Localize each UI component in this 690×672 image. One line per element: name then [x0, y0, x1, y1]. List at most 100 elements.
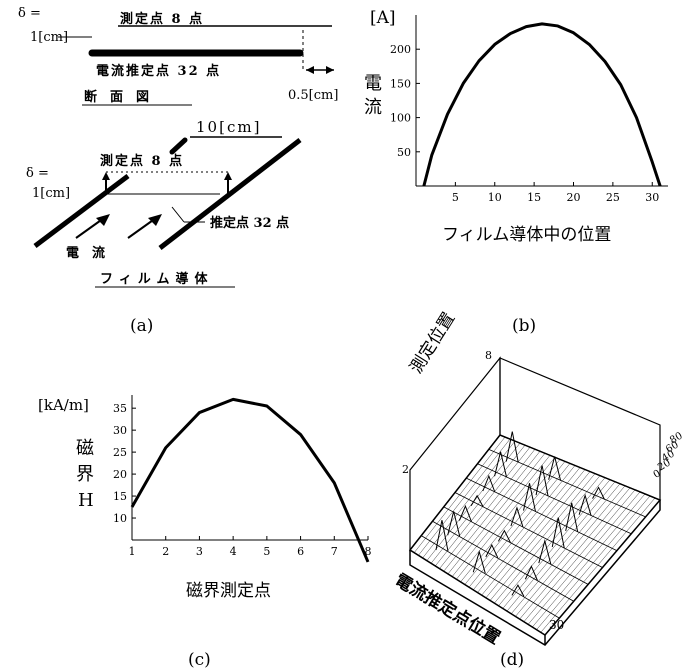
- c-ylabel-3: H: [78, 490, 94, 511]
- surface-grid-col: [485, 471, 591, 598]
- delta-arrowhead-right: [224, 172, 232, 180]
- b-x-tick-label: 10: [488, 191, 502, 204]
- gap-arrow-left: [306, 66, 314, 74]
- film-estimate-label: 推定点 32 点: [210, 216, 290, 231]
- surface-peak: [458, 504, 472, 522]
- b-y-tick-label: 150: [390, 77, 411, 90]
- surface-grid-col: [468, 463, 571, 588]
- front-edges: [409, 500, 661, 646]
- b-xlabel: フィルム導体中の位置: [442, 225, 612, 245]
- surface-grid-col: [418, 438, 511, 556]
- c-unit: [kA/m]: [38, 396, 89, 414]
- surface-plot-3d: [408, 356, 662, 646]
- surface-peak: [470, 494, 484, 507]
- surface-peak: [497, 529, 511, 543]
- c-x-tick-label: 8: [365, 545, 372, 558]
- b-y-tick-label: 50: [397, 146, 411, 159]
- surface-peak: [482, 474, 496, 493]
- film-delta-label: δ =: [26, 166, 49, 181]
- current-label: 電 流: [66, 246, 106, 261]
- c-y-tick-label: 35: [113, 402, 127, 415]
- film-width-label: 10[cm]: [196, 118, 262, 136]
- surface-peak: [505, 431, 519, 463]
- surface-grid-col: [540, 497, 656, 633]
- delta-value: 1[cm]: [30, 30, 69, 45]
- surface-peak: [535, 465, 549, 497]
- c-x-tick-label: 4: [230, 545, 237, 558]
- surface-grid-col: [452, 455, 551, 577]
- b-x-tick-label: 15: [527, 191, 541, 204]
- surface-grid-col: [527, 491, 641, 625]
- surface-grid-col: [506, 481, 616, 612]
- surface-peak: [494, 451, 508, 478]
- b-x-tick-label: 30: [645, 191, 659, 204]
- surface-grid-col: [544, 499, 661, 636]
- surface-grid-col: [409, 434, 501, 551]
- surface-grid-col: [456, 457, 556, 580]
- surface-grid-col: [464, 461, 566, 585]
- surface-grid-col: [490, 473, 596, 601]
- surface-peak: [551, 517, 565, 549]
- surface-grid-col: [536, 495, 651, 630]
- film-delta-value: 1[cm]: [32, 186, 71, 201]
- surface-peak: [523, 483, 537, 512]
- b-unit: [A]: [370, 8, 396, 28]
- surface-grid-col: [443, 451, 541, 572]
- c-ylabel-1: 磁: [76, 438, 94, 459]
- surface-grid-col: [494, 475, 601, 604]
- back-wall-right: [499, 357, 661, 501]
- b-ylabel: 電流: [364, 73, 382, 118]
- surface-peak: [578, 493, 592, 516]
- surface-peak: [524, 565, 538, 581]
- back-wall-left: [409, 356, 501, 552]
- surface-peak: [485, 543, 499, 559]
- d-tick-y-top: 8: [485, 349, 492, 362]
- b-series-line: [422, 22, 662, 187]
- surface-peak: [538, 539, 552, 565]
- surface-peak: [510, 506, 524, 528]
- current-arrowhead-2: [148, 214, 162, 226]
- caption-a: (a): [130, 316, 154, 336]
- c-x-tick-label: 7: [331, 545, 338, 558]
- surface-grid-col: [523, 489, 636, 622]
- surface-peak: [592, 486, 606, 500]
- surface-peak: [435, 520, 449, 552]
- c-x-tick-label: 2: [162, 545, 169, 558]
- d-tick-x-end: 30: [549, 618, 565, 632]
- surface-grid-col: [447, 453, 546, 575]
- chart-b: 50 100 150 200 5 10 15 20 25 30: [390, 15, 668, 204]
- caption-b: (b): [512, 316, 537, 336]
- surface-grid-col: [511, 483, 621, 614]
- surface-grid-col: [460, 459, 561, 583]
- surface-peak: [565, 502, 579, 532]
- surface-peak: [472, 550, 486, 574]
- b-x-tick-label: 25: [606, 191, 620, 204]
- b-y-tick-label: 100: [390, 112, 411, 125]
- surface-peak: [548, 456, 562, 481]
- surface-grid-col: [473, 465, 576, 590]
- b-x-tick-label: 20: [567, 191, 581, 204]
- surface-grid: [409, 434, 661, 636]
- b-y-tick-label: 200: [390, 43, 411, 56]
- surface-grid-col: [477, 467, 581, 593]
- film-edge-right: [158, 138, 302, 250]
- estimate-pointer: [171, 206, 185, 223]
- cross-section-title: 断 面 図: [84, 90, 150, 105]
- delta-label: δ =: [18, 6, 41, 21]
- surface-grid-col: [532, 493, 646, 628]
- surface-peak: [447, 511, 461, 537]
- caption-d: (d): [500, 650, 525, 670]
- c-x-tick-label: 3: [196, 545, 203, 558]
- film-edge-left: [33, 174, 130, 248]
- delta-arrowhead-left: [102, 172, 110, 180]
- c-y-tick-label: 10: [113, 512, 127, 525]
- measure-points-label: 測定点 8 点: [120, 12, 205, 27]
- c-y-tick-label: 25: [113, 446, 127, 459]
- surface-grid-col: [439, 449, 536, 569]
- surface-peaks: [435, 431, 606, 597]
- surface-peak: [511, 584, 525, 597]
- c-xlabel: 磁界測定点: [186, 581, 271, 601]
- surface-grid-col: [519, 487, 631, 620]
- gap-label: 0.5[cm]: [288, 88, 339, 103]
- estimate-points-label: 電流推定点 32 点: [96, 64, 222, 79]
